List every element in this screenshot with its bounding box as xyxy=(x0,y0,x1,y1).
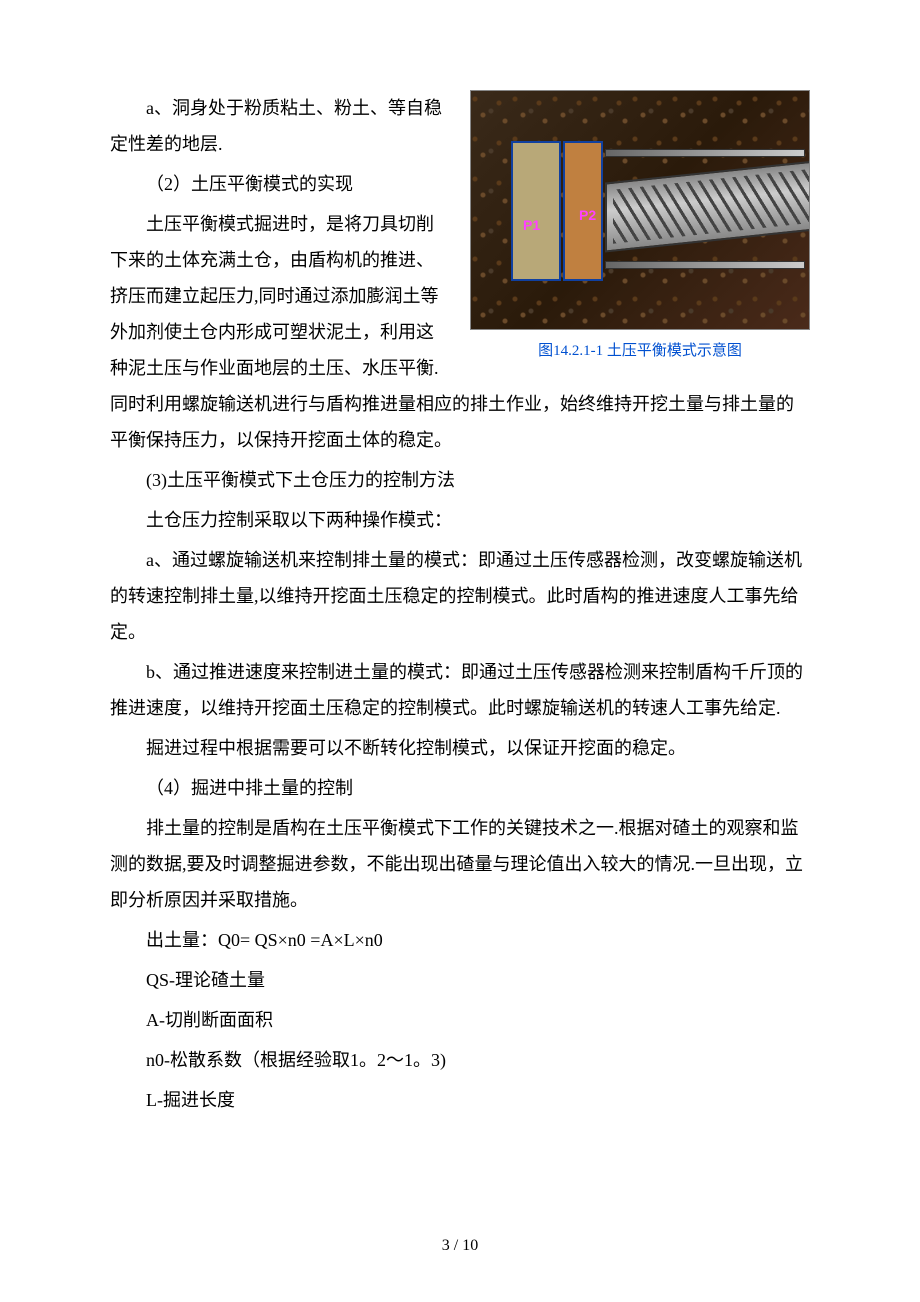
p1-label: P1 xyxy=(523,211,540,239)
section-3-b: b、通过推进速度来控制进土量的模式：即通过土压传感器检测来控制盾构千斤顶的推进速… xyxy=(110,654,810,726)
definition-n0: n0-松散系数（根据经验取1。2～1。3) xyxy=(110,1042,810,1078)
page-number: 3 / 10 xyxy=(0,1230,920,1262)
definition-a: A-切削断面面积 xyxy=(110,1002,810,1038)
screw-conveyor xyxy=(605,159,810,252)
hydraulic-jack-bottom xyxy=(605,261,805,269)
figure-container: P1 P2 图14.2.1-1 土压平衡模式示意图 xyxy=(470,90,810,366)
definition-qs: QS-理论碴土量 xyxy=(110,962,810,998)
section-3-a: a、通过螺旋输送机来控制排土量的模式：即通过土压传感器检测，改变螺旋输送机的转速… xyxy=(110,542,810,650)
definition-l: L-掘进长度 xyxy=(110,1082,810,1118)
section-3-end: 掘进过程中根据需要可以不断转化控制模式，以保证开挖面的稳定。 xyxy=(110,730,810,766)
section-3-intro: 土仓压力控制采取以下两种操作模式： xyxy=(110,502,810,538)
shield-machine: P1 P2 xyxy=(511,141,809,281)
section-3-title: (3)土压平衡模式下土仓压力的控制方法 xyxy=(110,462,810,498)
hydraulic-jack-top xyxy=(605,149,805,157)
p2-label: P2 xyxy=(579,201,596,229)
epb-schematic-image: P1 P2 xyxy=(470,90,810,330)
formula-q0: 出土量：Q0= QS×n0 =A×L×n0 xyxy=(110,922,810,958)
section-4-title: （4）掘进中排土量的控制 xyxy=(110,770,810,806)
section-4-body: 排土量的控制是盾构在土压平衡模式下工作的关键技术之一.根据对碴土的观察和监测的数… xyxy=(110,810,810,918)
figure-caption: 图14.2.1-1 土压平衡模式示意图 xyxy=(470,336,810,366)
